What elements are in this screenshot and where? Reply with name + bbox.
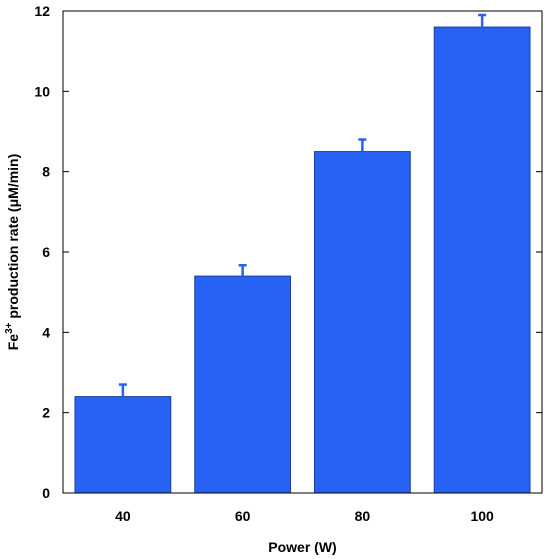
x-tick-label: 40	[115, 508, 131, 524]
y-axis-ticks: 0 2 4 6 8 10 12	[34, 3, 542, 501]
bars-group	[74, 26, 531, 494]
y-tick-label: 2	[42, 405, 50, 421]
x-axis-ticks: 40 60 80 100	[115, 508, 494, 524]
y-axis-title-prefix: Fe	[5, 334, 21, 351]
y-tick-label: 8	[42, 164, 50, 180]
x-axis-title: Power (W)	[268, 539, 336, 555]
error-bars-group	[118, 13, 487, 397]
x-tick-label: 60	[235, 508, 251, 524]
x-tick-label: 100	[470, 508, 494, 524]
y-tick-label: 12	[34, 3, 50, 19]
y-axis-title-superscript: 3+	[4, 322, 15, 334]
bar-60	[194, 275, 292, 494]
bar-100	[433, 26, 531, 494]
y-axis-title-suffix: production rate (μM/min)	[5, 154, 21, 323]
bar-80	[313, 151, 411, 494]
y-tick-label: 6	[42, 244, 50, 260]
y-tick-label: 10	[34, 83, 50, 99]
y-tick-label: 0	[42, 485, 50, 501]
x-tick-label: 80	[355, 508, 371, 524]
y-axis-title: Fe3+ production rate (μM/min)	[4, 154, 21, 351]
y-tick-label: 4	[42, 324, 50, 340]
bar-40	[74, 396, 172, 494]
